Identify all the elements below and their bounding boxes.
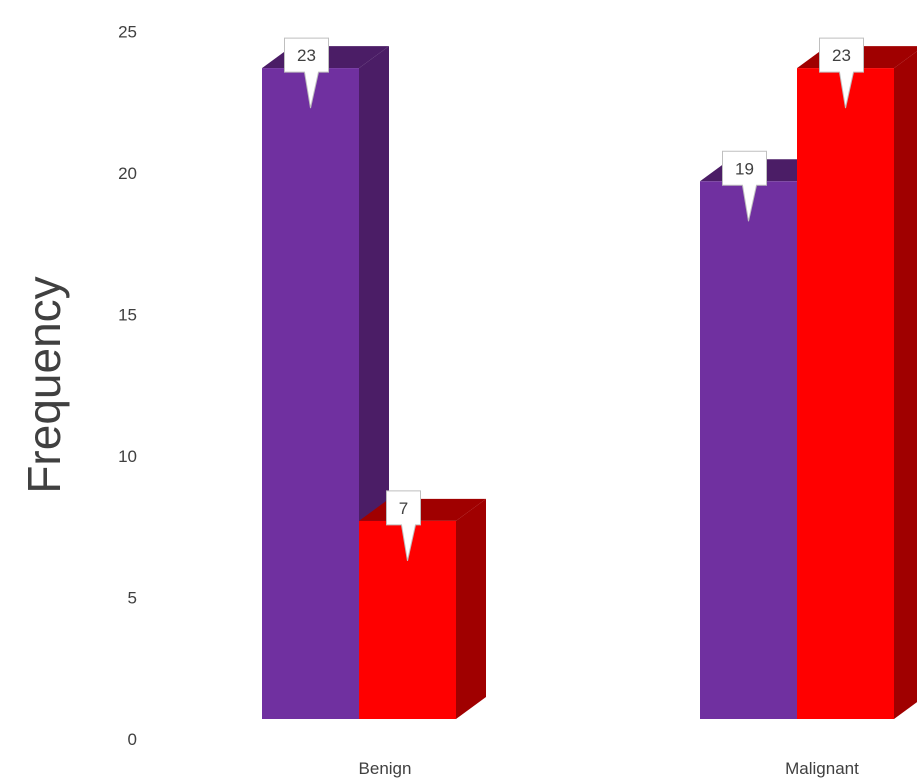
bar-side-face (894, 51, 917, 719)
y-axis-title-group: Frequency (18, 276, 70, 493)
bar-front-face (700, 181, 797, 720)
data-label-text: 19 (735, 159, 754, 178)
x-category-label: Benign (359, 759, 412, 778)
y-tick-label: 25 (118, 23, 137, 42)
data-label: 19 (722, 150, 767, 222)
data-label-box (722, 150, 767, 222)
bar (797, 46, 917, 720)
data-label-text: 23 (297, 46, 316, 65)
data-label-box (284, 37, 329, 109)
y-axis-ticks: 0 5 10 15 20 25 (118, 23, 137, 750)
data-label-text: 23 (832, 46, 851, 65)
data-label-box (819, 37, 864, 109)
y-axis-title: Frequency (18, 276, 70, 493)
bar-front-face (797, 68, 894, 720)
data-label-box (386, 490, 421, 562)
y-tick-label: 10 (118, 447, 137, 466)
x-category-label: Malignant (785, 759, 859, 778)
y-tick-label: 15 (118, 306, 137, 325)
bar (359, 498, 486, 719)
data-label: 7 (386, 490, 421, 562)
bar-front-face (262, 68, 359, 720)
y-tick-label: 5 (128, 589, 137, 608)
bars (262, 46, 917, 720)
data-label: 23 (284, 37, 329, 109)
y-tick-label: 0 (128, 730, 137, 749)
x-axis-categories: Benign Malignant (359, 759, 860, 778)
data-label: 23 (819, 37, 864, 109)
y-tick-label: 20 (118, 164, 137, 183)
data-labels: 23 7 19 23 (284, 37, 864, 562)
bar-side-face (456, 498, 486, 719)
data-label-text: 7 (399, 499, 408, 518)
